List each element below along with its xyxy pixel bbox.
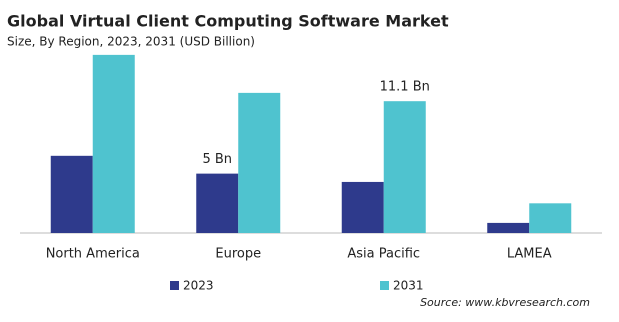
bar	[341, 181, 384, 233]
bar	[529, 203, 572, 233]
bar	[487, 222, 530, 233]
bar	[92, 54, 135, 233]
data-label: 11.1 Bn	[380, 80, 430, 95]
x-tick-label: North America	[46, 247, 140, 262]
legend-label: 2031	[393, 279, 424, 293]
x-tick-label: LAMEA	[507, 247, 552, 262]
chart-title: Global Virtual Client Computing Software…	[7, 12, 449, 31]
bar	[383, 101, 426, 233]
data-label: 5 Bn	[202, 152, 232, 167]
x-tick-label: Asia Pacific	[347, 247, 420, 262]
legend-swatch	[170, 281, 179, 290]
legend-label: 2023	[183, 279, 214, 293]
chart-subtitle: Size, By Region, 2023, 2031 (USD Billion…	[7, 35, 255, 49]
bar	[50, 155, 93, 233]
bar	[196, 173, 239, 233]
x-tick-label: Europe	[215, 247, 261, 262]
legend-swatch	[380, 281, 389, 290]
bar	[238, 92, 281, 233]
source: Source: www.kbvresearch.com	[420, 296, 590, 309]
